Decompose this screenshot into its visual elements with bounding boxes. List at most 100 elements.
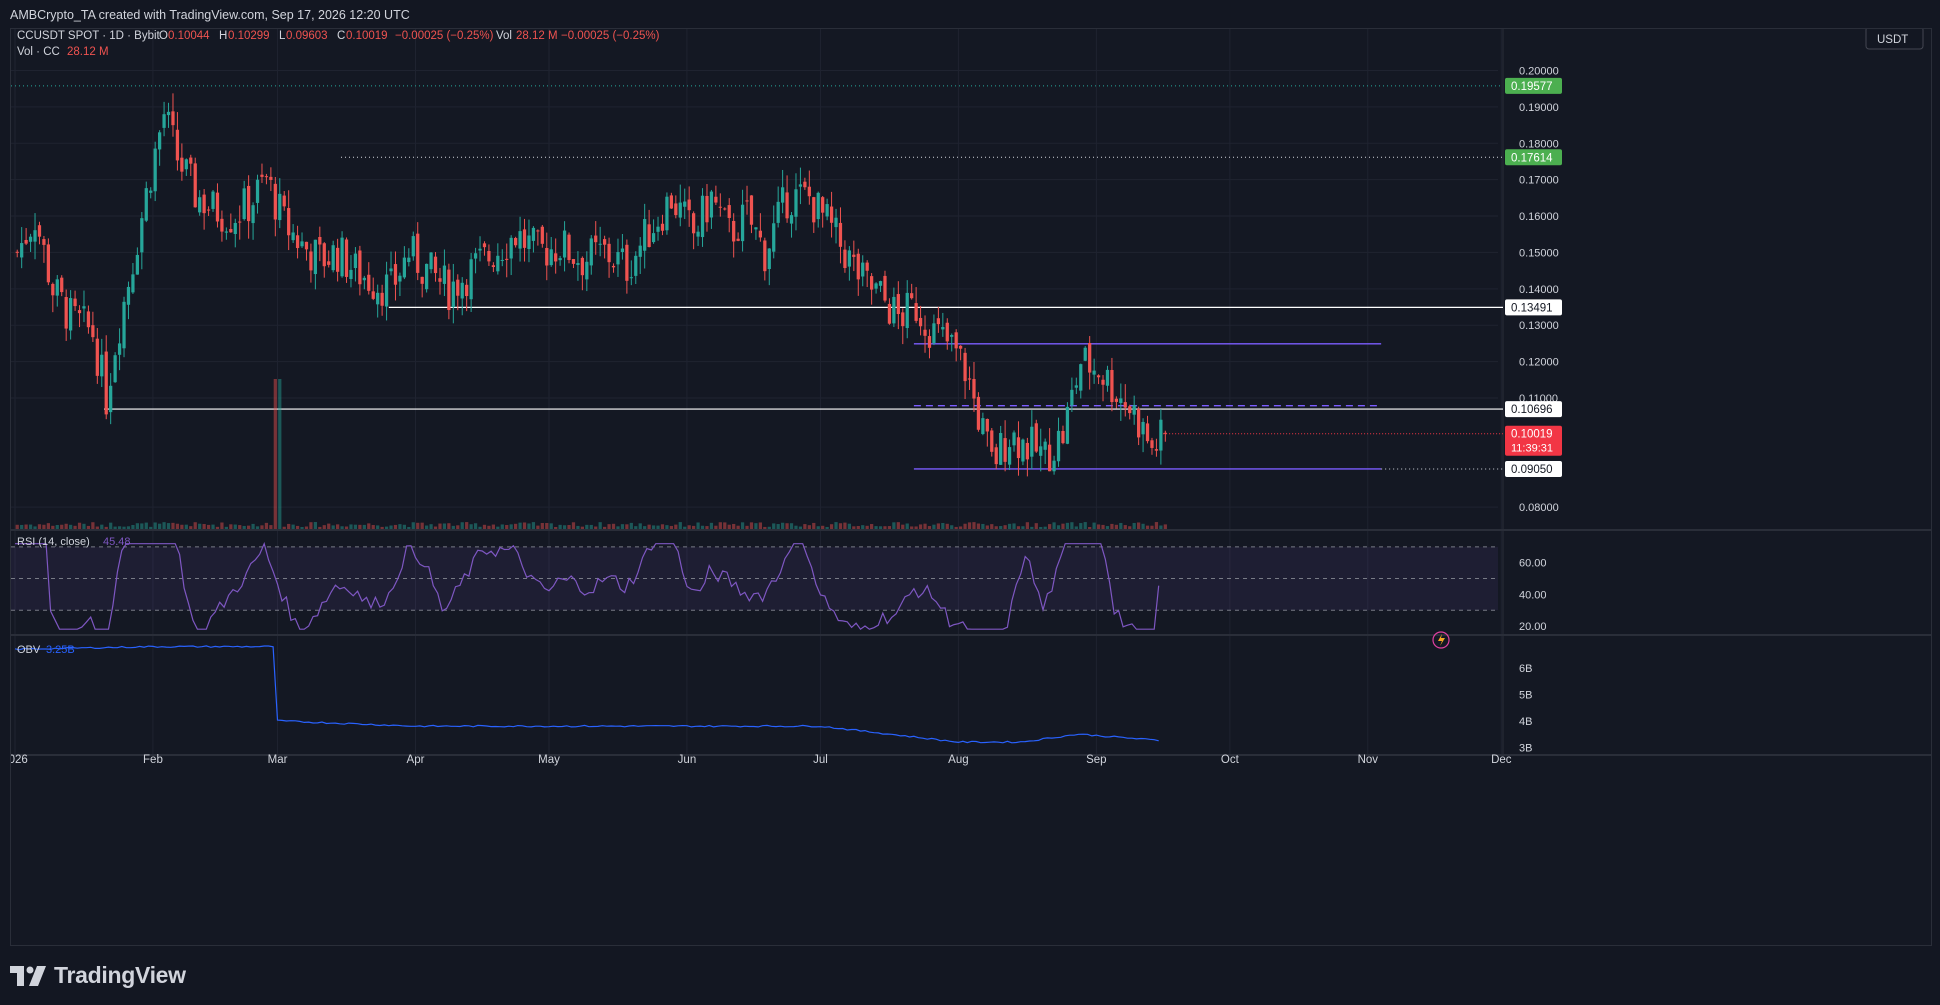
rsi-tick-label: 20.00 [1519,621,1547,633]
legend-change: −0.00025 (−0.25%) [395,30,494,42]
volume-bar [269,525,273,529]
chart-svg[interactable]: 2026 Feb Mar Apr May Jun Jul Aug Sep Oct Nov Dec 0.2… [2,26,1931,945]
candle-body [206,209,211,211]
candle-body [754,227,758,230]
candle-body [963,352,967,382]
candle-body [945,322,949,342]
volume-bar [594,526,598,529]
volume-bar [669,525,673,529]
volume-bar [767,526,771,529]
candle-body [37,225,42,237]
candle-body [616,252,620,265]
volume-bar [1141,523,1145,529]
event-marker[interactable] [1432,631,1450,649]
volume-bar [874,526,878,529]
candle-body [1110,370,1114,403]
candle-body [927,336,932,348]
candle-body [798,184,803,187]
price-tick-label: 0.20000 [1519,65,1559,77]
candle-body [184,159,188,170]
attribution-bar: AMBCrypto_TA created with TradingView.co… [0,0,1940,28]
candle-body [1061,430,1065,444]
candle-body [304,241,309,250]
volume-bar [193,522,197,529]
volume-bar [927,526,932,529]
legend-open: 0.10044 [168,30,210,42]
volume-bar [696,522,700,529]
candle-body [634,255,638,276]
volume-bar [1074,526,1078,529]
candle-body [651,233,656,243]
volume-bar [598,522,602,529]
candle-body [522,229,527,248]
volume-bar [651,525,656,529]
volume-bar [122,526,126,529]
candle-body [838,222,843,247]
volume-bar [429,524,433,529]
volume-bar [941,523,945,529]
volume-bar [620,524,625,529]
volume-bar [540,523,544,529]
volume-bar [781,522,785,529]
volume-bar [1092,522,1096,529]
price-tick-label: 0.12000 [1519,357,1559,369]
volume-bar [144,522,148,529]
candle-body [69,298,73,331]
volume-bar [220,522,224,529]
candle-body [109,385,113,413]
volume-bar [1016,526,1021,529]
volume-bar [198,523,202,529]
candle-body [282,195,286,207]
candle-body [518,231,522,249]
rsi-tick-label: 40.00 [1519,589,1547,601]
candle-body [1137,408,1141,438]
volume-bar [291,524,295,529]
volume-bar [451,525,455,529]
candle-body [255,179,260,203]
candle-body [211,191,215,209]
volume-bar [611,523,616,529]
candle-body [122,301,126,349]
currency-label: USDT [1877,34,1908,46]
candle-body [643,219,647,251]
candle-body [536,230,540,232]
candle-body [740,204,745,242]
brand-name: TradingView [54,962,186,988]
volume-bar [166,523,171,529]
price-tick-label: 0.19000 [1519,102,1559,114]
volume-bar [745,525,749,529]
volume-bar [211,524,215,529]
volume-bar [798,526,803,529]
tradingview-brand[interactable]: TradingView [10,962,186,989]
candle-body [20,243,24,258]
volume-bar [803,524,807,529]
candle-body [834,217,838,228]
candle-body [287,208,291,236]
volume-bar [531,522,536,529]
volume-bar [1101,524,1105,529]
candle-body [870,276,874,290]
volume-bar [509,524,513,529]
candle-body [175,129,180,161]
candle-body [696,231,700,237]
volume-bar [1007,523,1012,529]
volume-bar [985,525,989,529]
candle-body [571,259,576,264]
volume-bar [251,523,255,529]
candle-body [295,235,300,249]
candle-body [1030,426,1034,457]
x-tick-label: May [538,754,560,766]
volume-bar [972,522,976,529]
volume-bar [861,525,865,529]
chart-area[interactable]: 2026 Feb Mar Apr May Jun Jul Aug Sep Oct Nov Dec 0.2… [2,26,1932,946]
candle-body [260,174,264,177]
volume-bar [999,526,1003,529]
candle-body [923,329,927,336]
candle-body [1092,370,1096,375]
candle-body [389,268,393,272]
volume-bar [362,524,366,529]
volume-bar [358,524,362,529]
volume-bar [42,524,46,529]
volume-bar [478,526,482,529]
volume-bar [887,526,892,529]
